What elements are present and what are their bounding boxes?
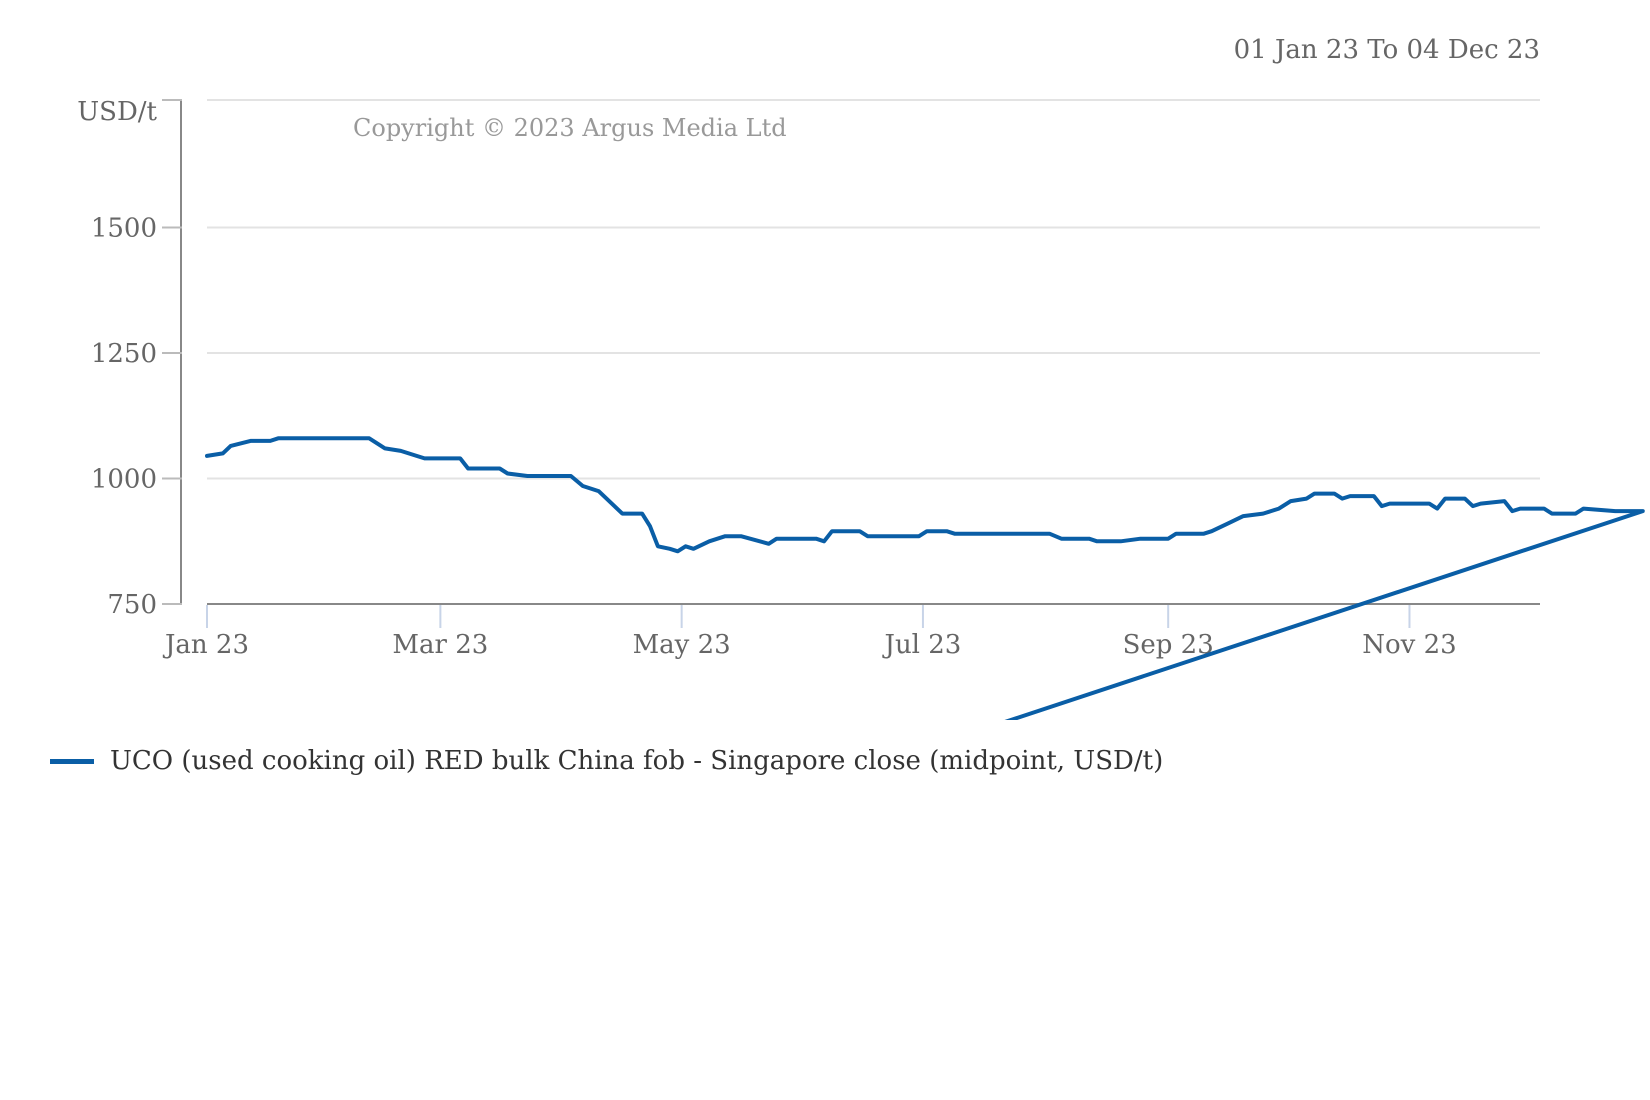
y-tick-label: 1500 xyxy=(91,214,157,244)
y-axis-unit-label: USD/t xyxy=(77,97,157,127)
x-tick-label: Mar 23 xyxy=(392,630,488,660)
x-tick-labels: Jan 23 Mar 23 May 23 Jul 23 Sep 23 Nov 23 xyxy=(162,630,1457,660)
date-range-label: 01 Jan 23 To 04 Dec 23 xyxy=(1234,35,1540,65)
y-tick-labels: 750 1000 1250 1500 xyxy=(91,214,157,621)
x-tick-label: Jul 23 xyxy=(882,630,962,660)
legend-item-1: UCO (used cooking oil) RED bulk China fo… xyxy=(50,736,1163,786)
y-tick-label: 1000 xyxy=(91,465,157,495)
x-tick-label: Nov 23 xyxy=(1362,630,1456,660)
y-tick-label: 750 xyxy=(107,590,157,620)
line-chart: 01 Jan 23 To 04 Dec 23 Copyright © 2023 … xyxy=(77,35,1645,720)
series-line-1 xyxy=(205,436,1645,720)
y-tick-label: 1250 xyxy=(91,339,157,369)
x-tick-label: Jan 23 xyxy=(162,630,249,660)
legend: UCO (used cooking oil) RED bulk China fo… xyxy=(50,736,1163,786)
x-tick-label: Sep 23 xyxy=(1123,630,1214,660)
legend-swatch xyxy=(50,758,94,764)
x-tick-label: May 23 xyxy=(633,630,731,660)
y-gridlines xyxy=(207,99,1540,480)
copyright-note: Copyright © 2023 Argus Media Ltd xyxy=(353,114,787,142)
legend-label: UCO (used cooking oil) RED bulk China fo… xyxy=(110,746,1164,776)
series-lines xyxy=(205,436,1645,720)
axes xyxy=(162,99,1540,628)
